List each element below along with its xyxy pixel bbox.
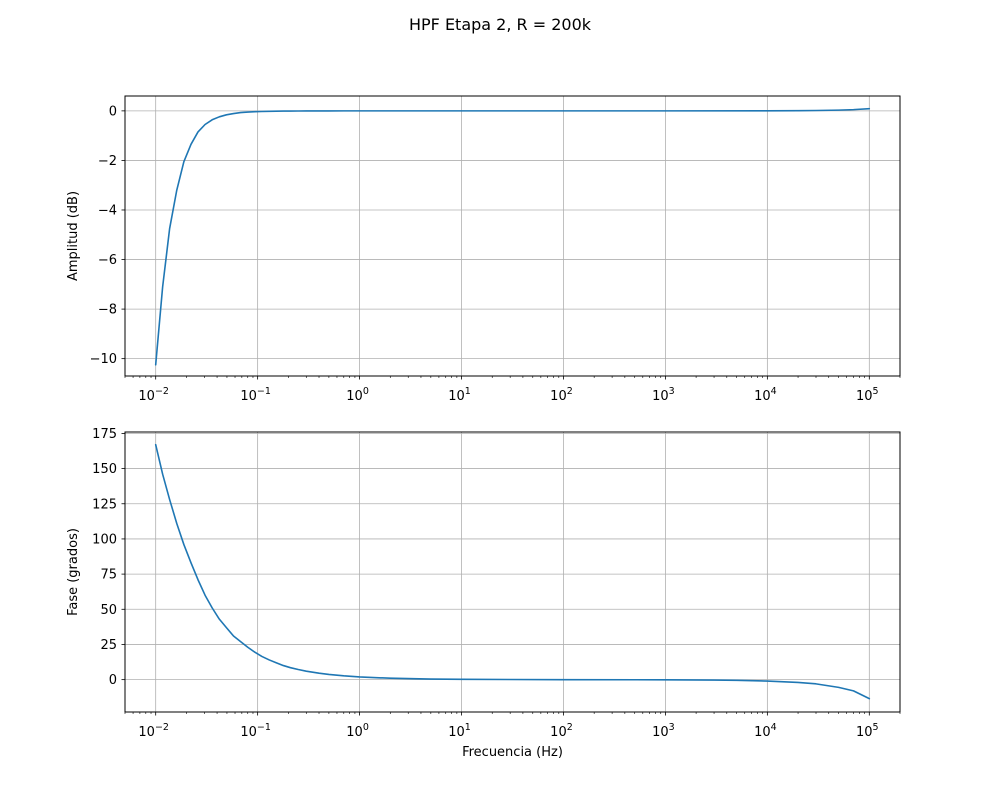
phase-axes-frame [124,431,901,713]
phase-ytick-label-1: 150 [92,462,117,477]
amplitude-ytick-label-5: −10 [90,352,117,367]
amplitude-xtick-label-4: 102 [550,386,573,404]
phase-xtick-label-0: 10−2 [138,722,169,740]
phase-xtick-label-2: 100 [346,722,369,740]
phase-xtick-label-6: 104 [754,722,777,740]
amplitude-xtick-label-5: 103 [652,386,675,404]
amplitude-panel: 10−2 10−1 100 101 102 103 104 105 0 −2 −4 −6 −8 −10 Am… [66,95,901,404]
amplitude-ytick-label-4: −8 [98,303,117,318]
amplitude-ytick-label-0: 0 [109,104,117,119]
phase-x-axis-label: Frecuencia (Hz) [462,745,563,760]
phase-ytick-label-4: 75 [100,568,117,583]
amplitude-xtick-label-0: 10−2 [138,386,169,404]
phase-xtick-label-1: 10−1 [240,722,271,740]
phase-xtick-label-4: 102 [550,722,573,740]
amplitude-ytick-label-3: −6 [98,253,117,268]
amplitude-series-line-0 [154,107,871,366]
phase-panel: 10−2 10−1 100 101 102 103 104 105 175 150 125 100 75… [66,427,901,760]
phase-ytick-label-5: 50 [100,603,117,618]
amplitude-ytick-label-2: −4 [98,203,117,218]
amplitude-xtick-label-2: 100 [346,386,369,404]
phase-ytick-label-7: 0 [109,673,117,688]
phase-xtick-label-7: 105 [856,722,879,740]
phase-xtick-label-3: 101 [448,722,471,740]
phase-series-line-0 [154,443,871,700]
amplitude-xtick-label-7: 105 [856,386,879,404]
phase-y-axis-label: Fase (grados) [66,528,81,616]
amplitude-ytick-label-1: −2 [98,154,117,169]
phase-ytick-label-0: 175 [92,427,117,442]
amplitude-y-axis-label: Amplitud (dB) [66,191,81,281]
phase-ytick-label-6: 25 [100,638,117,653]
phase-ytick-label-2: 125 [92,497,117,512]
figure-title: HPF Etapa 2, R = 200k [409,15,592,34]
amplitude-xtick-label-1: 10−1 [240,386,271,404]
phase-xtick-label-5: 103 [652,722,675,740]
amplitude-xtick-label-3: 101 [448,386,471,404]
amplitude-xtick-label-6: 104 [754,386,777,404]
phase-ytick-label-3: 100 [92,532,117,547]
amplitude-axes-frame [124,95,901,377]
